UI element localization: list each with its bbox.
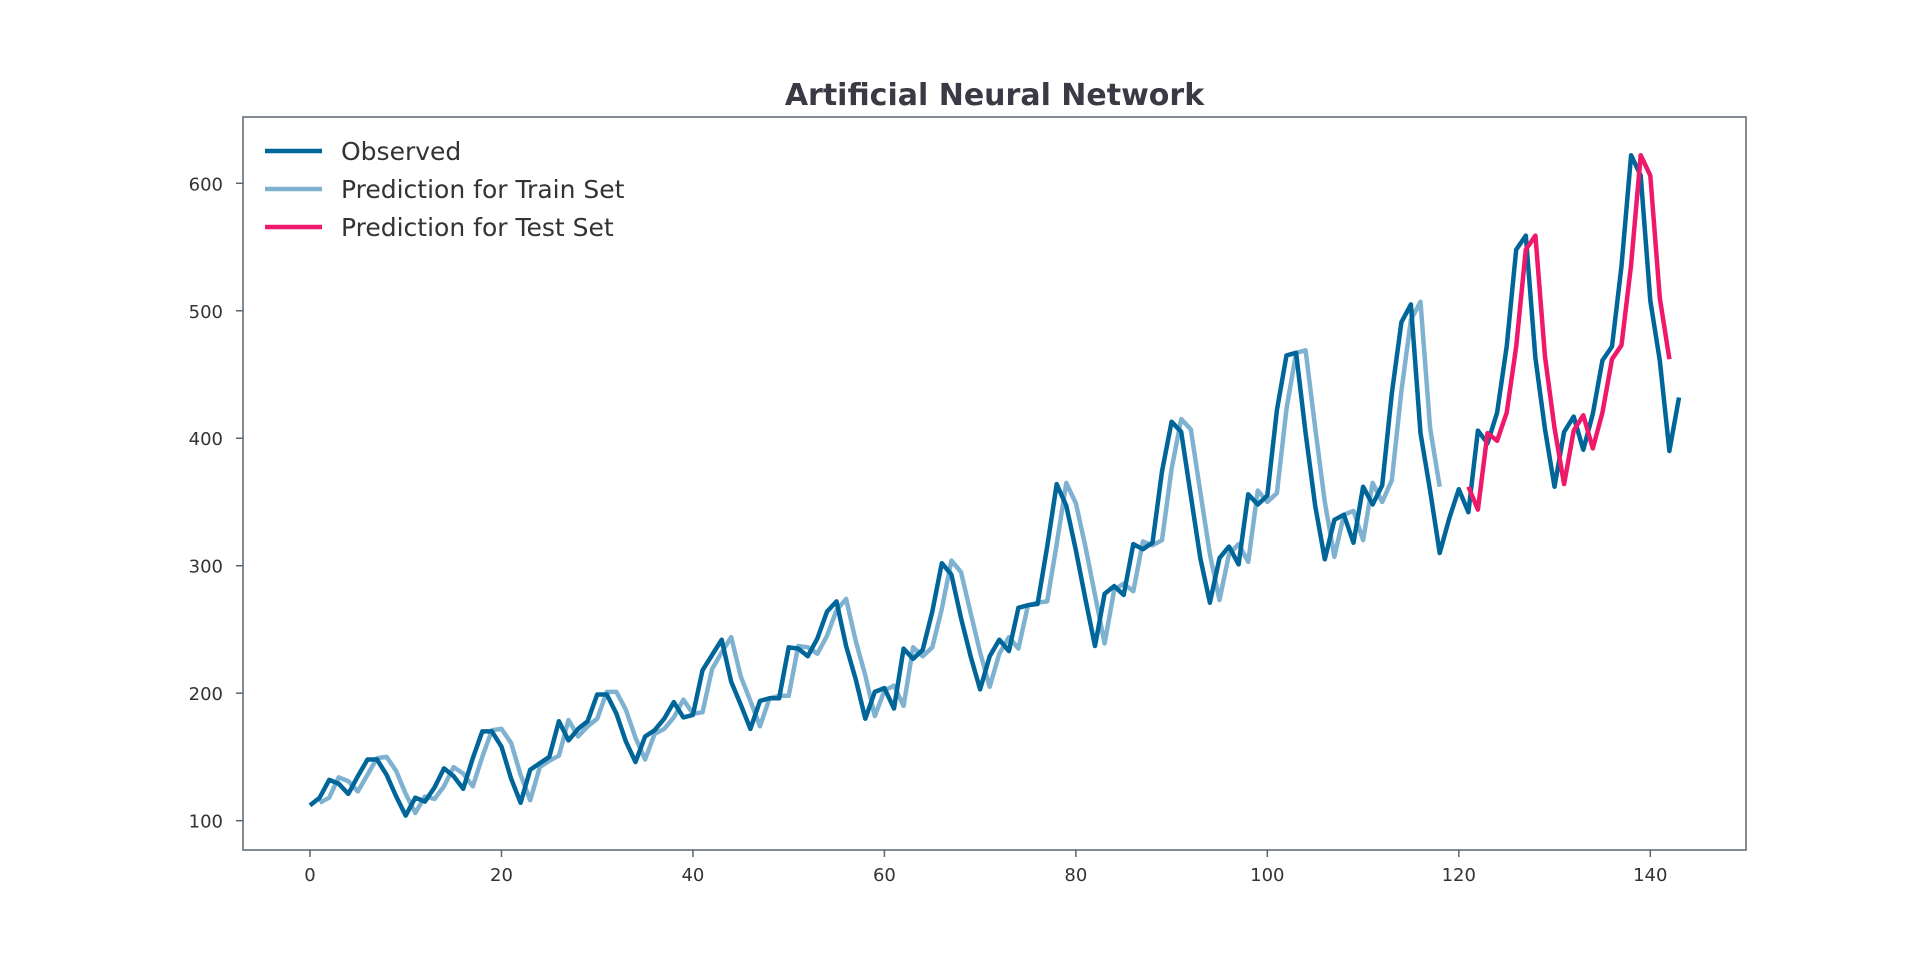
x-tick-label: 140: [1633, 865, 1667, 886]
x-tick-label: 60: [873, 865, 896, 886]
y-tick-label: 200: [189, 684, 223, 705]
x-tick-label: 120: [1442, 865, 1476, 886]
x-axis: 0 20 40 60 80 100 120 140: [304, 850, 1667, 886]
x-tick-label: 20: [490, 865, 513, 886]
series-line-prediction-for-test-set: [1466, 152, 1672, 512]
series-line-observed: [308, 152, 1682, 818]
chart-title: Artificial Neural Network: [785, 78, 1205, 113]
x-tick-label: 80: [1064, 865, 1087, 886]
y-tick-label: 300: [189, 557, 223, 578]
y-tick-label: 400: [189, 429, 223, 450]
x-tick-label: 0: [304, 865, 315, 886]
y-tick-label: 100: [189, 812, 223, 833]
legend-label: Observed: [341, 137, 461, 166]
series-lines: [308, 152, 1682, 818]
y-tick-label: 500: [189, 302, 223, 323]
legend-label: Prediction for Test Set: [341, 213, 614, 242]
series-line-prediction-for-train-set: [318, 299, 1442, 816]
x-tick-label: 100: [1250, 865, 1284, 886]
y-axis: 100 200 300 400 500 600: [189, 174, 243, 833]
x-tick-label: 40: [681, 865, 704, 886]
legend-label: Prediction for Train Set: [341, 175, 625, 204]
legend: Observed Prediction for Train Set Predicti…: [265, 137, 625, 242]
y-tick-label: 600: [189, 174, 223, 195]
